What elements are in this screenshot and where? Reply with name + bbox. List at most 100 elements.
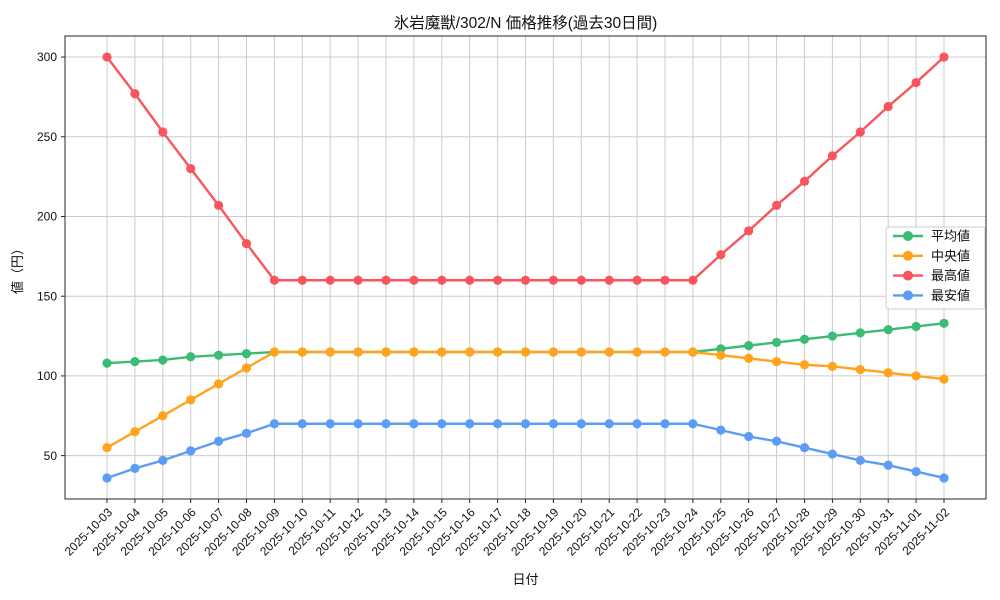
data-point — [493, 347, 503, 357]
data-point — [911, 466, 921, 477]
data-point — [772, 356, 782, 367]
data-point — [827, 361, 838, 371]
y-axis-label: 値（円） — [10, 242, 25, 294]
data-point — [297, 275, 307, 285]
data-point — [493, 275, 503, 285]
data-point — [493, 419, 503, 429]
data-point — [855, 455, 865, 466]
data-point — [437, 347, 447, 357]
data-point — [269, 419, 279, 429]
data-point — [744, 341, 754, 351]
data-point — [688, 275, 698, 285]
data-point — [465, 347, 475, 357]
data-point — [186, 164, 196, 174]
data-point — [381, 347, 391, 357]
data-point — [214, 436, 224, 446]
y-tick-label: 300 — [37, 50, 57, 64]
data-point — [827, 151, 838, 161]
data-point — [102, 473, 112, 483]
data-point — [158, 355, 168, 365]
y-tick-label: 100 — [37, 369, 57, 383]
data-point — [827, 331, 838, 341]
data-point — [883, 368, 893, 378]
data-point — [632, 347, 642, 357]
data-point — [130, 427, 140, 437]
data-point — [772, 337, 782, 348]
data-point — [241, 348, 252, 359]
data-point — [241, 428, 252, 438]
data-point — [660, 419, 670, 429]
data-point — [130, 89, 140, 99]
data-point — [269, 275, 279, 285]
data-point — [102, 52, 112, 62]
data-point — [409, 419, 419, 429]
data-point — [855, 328, 865, 338]
legend-item-label: 中央値 — [931, 248, 970, 263]
data-point — [660, 275, 670, 285]
data-point — [102, 443, 112, 453]
data-point — [632, 275, 642, 285]
data-point — [381, 419, 391, 429]
data-point — [409, 275, 419, 285]
data-point — [325, 275, 335, 285]
data-point — [799, 334, 810, 344]
legend-marker-dot — [903, 290, 913, 301]
data-point — [939, 374, 949, 384]
data-point — [716, 350, 726, 360]
data-point — [297, 419, 307, 429]
data-point — [186, 395, 196, 405]
data-point — [855, 364, 865, 375]
data-point — [939, 473, 949, 483]
legend-item-label: 最安値 — [931, 288, 970, 303]
data-point — [158, 411, 168, 421]
data-point — [130, 463, 140, 473]
data-point — [102, 358, 112, 368]
data-point — [130, 356, 140, 367]
data-point — [465, 419, 475, 429]
legend-item-label: 最高値 — [931, 268, 970, 283]
data-point — [716, 425, 726, 435]
y-tick-label: 50 — [44, 449, 58, 463]
data-point — [660, 347, 670, 357]
data-point — [214, 350, 224, 360]
data-point — [325, 419, 335, 429]
data-point — [381, 275, 391, 285]
data-point — [604, 419, 614, 429]
data-point — [241, 238, 252, 249]
data-point — [437, 419, 447, 429]
data-point — [604, 347, 614, 357]
data-point — [269, 347, 279, 357]
data-point — [744, 353, 754, 363]
data-point — [688, 347, 698, 357]
series-layer — [102, 52, 949, 483]
data-point — [437, 275, 447, 285]
data-point — [158, 455, 168, 466]
data-point — [716, 250, 726, 260]
data-point — [465, 275, 475, 285]
data-point — [911, 321, 921, 332]
data-point — [799, 443, 810, 453]
data-point — [855, 127, 865, 137]
data-point — [186, 446, 196, 456]
data-point — [939, 52, 949, 62]
data-point — [548, 419, 559, 429]
data-point — [214, 200, 224, 210]
data-point — [772, 200, 782, 210]
data-point — [548, 275, 559, 285]
data-point — [744, 226, 754, 236]
data-point — [214, 379, 224, 389]
legend-item-label: 平均値 — [931, 229, 970, 244]
data-point — [716, 344, 726, 354]
x-axis-label: 日付 — [512, 572, 538, 587]
y-tick-label: 200 — [37, 210, 57, 224]
data-point — [409, 347, 419, 357]
data-point — [520, 347, 531, 357]
legend-marker-dot — [903, 250, 913, 261]
legend-marker-dot — [903, 231, 913, 241]
data-point — [353, 419, 363, 429]
data-point — [827, 449, 838, 459]
data-point — [325, 347, 335, 357]
data-point — [883, 101, 893, 112]
